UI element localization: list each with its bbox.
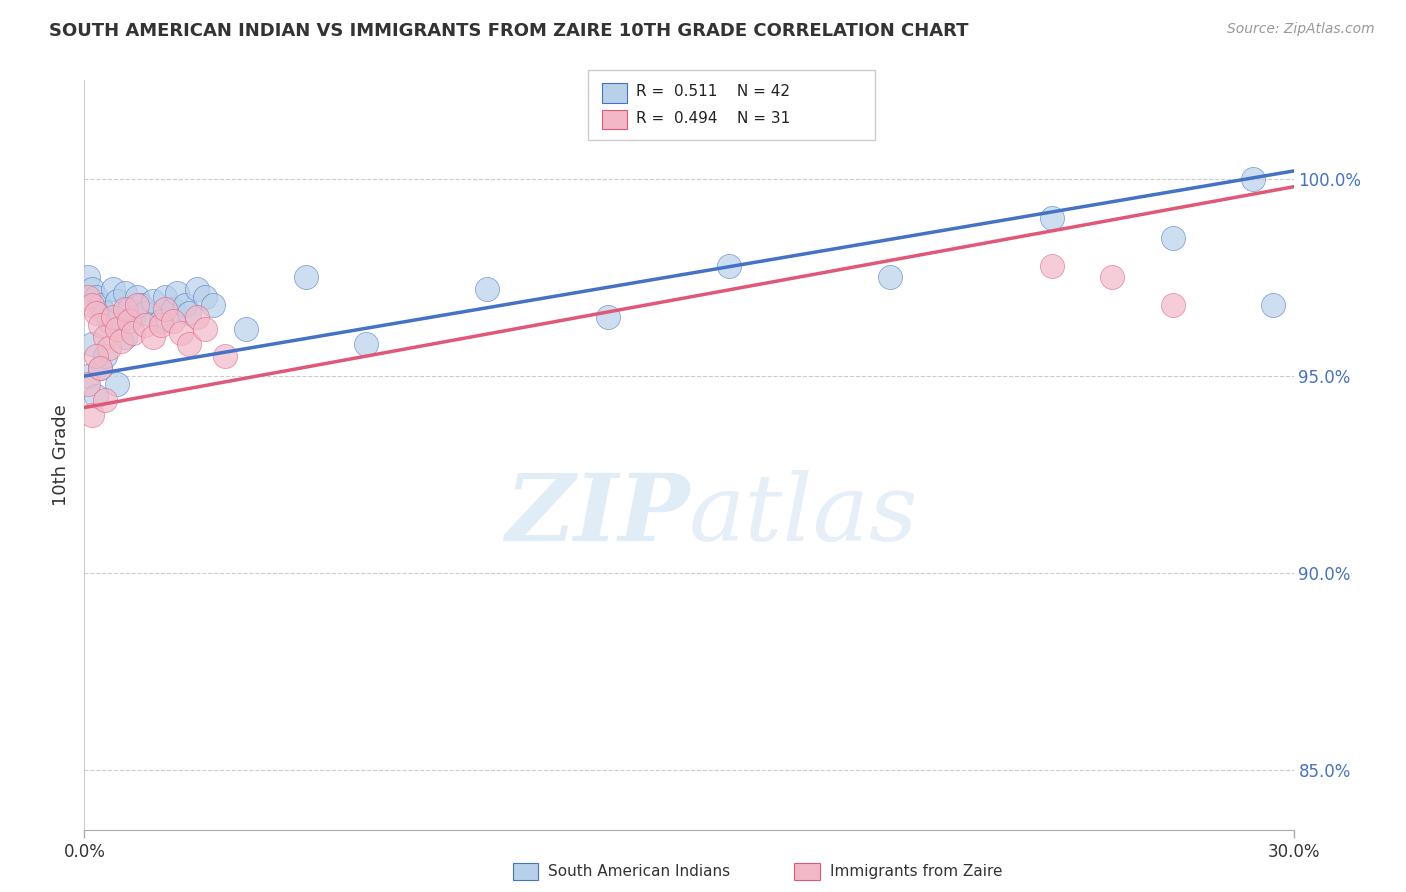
Point: [105, 376, 128, 391]
Text: South American Indians: South American Indians: [548, 864, 731, 879]
Point: [125, 298, 148, 312]
Point: [235, 322, 257, 336]
Point: [125, 290, 148, 304]
Text: atlas: atlas: [689, 470, 918, 560]
Point: [179, 306, 201, 320]
Point: [110, 334, 132, 348]
Text: SOUTH AMERICAN INDIAN VS IMMIGRANTS FROM ZAIRE 10TH GRADE CORRELATION CHART: SOUTH AMERICAN INDIAN VS IMMIGRANTS FROM…: [49, 22, 969, 40]
Point: [77, 369, 100, 384]
Point: [93, 306, 115, 320]
Point: [879, 270, 901, 285]
Point: [170, 326, 193, 340]
Point: [86, 306, 108, 320]
Point: [77, 270, 100, 285]
Point: [114, 301, 136, 316]
Point: [82, 409, 104, 423]
Point: [82, 282, 104, 296]
Point: [1263, 298, 1285, 312]
Point: [1161, 298, 1184, 312]
Point: [598, 310, 620, 324]
Point: [121, 326, 143, 340]
Point: [214, 349, 236, 363]
Point: [295, 270, 318, 285]
Point: [105, 322, 128, 336]
Point: [89, 318, 111, 332]
Point: [1040, 211, 1063, 226]
Point: [82, 337, 104, 351]
Point: [153, 290, 176, 304]
Point: [1241, 172, 1264, 186]
Point: [194, 322, 217, 336]
Point: [101, 310, 124, 324]
Point: [1101, 270, 1123, 285]
Point: [186, 310, 208, 324]
Point: [77, 376, 100, 391]
Point: [134, 306, 156, 320]
Point: [356, 337, 378, 351]
Text: Source: ZipAtlas.com: Source: ZipAtlas.com: [1227, 22, 1375, 37]
Point: [93, 392, 115, 407]
Y-axis label: 10th Grade: 10th Grade: [52, 404, 70, 506]
Point: [118, 314, 141, 328]
Point: [93, 349, 115, 363]
Point: [121, 310, 143, 324]
Point: [105, 294, 128, 309]
Point: [129, 298, 152, 312]
Point: [718, 259, 741, 273]
Point: [149, 318, 172, 332]
Point: [86, 389, 108, 403]
Point: [174, 298, 197, 312]
Point: [142, 294, 165, 309]
Point: [97, 314, 120, 328]
Point: [134, 318, 156, 332]
Point: [93, 329, 115, 343]
Point: [162, 314, 184, 328]
Point: [89, 361, 111, 376]
Point: [89, 361, 111, 376]
Point: [114, 329, 136, 343]
Point: [1040, 259, 1063, 273]
Point: [86, 349, 108, 363]
Point: [97, 342, 120, 356]
Point: [162, 301, 184, 316]
Point: [149, 314, 172, 328]
Point: [118, 301, 141, 316]
Point: [1161, 231, 1184, 245]
Point: [142, 329, 165, 343]
Point: [202, 298, 225, 312]
Point: [101, 282, 124, 296]
Point: [89, 298, 111, 312]
Point: [186, 282, 208, 296]
Text: Immigrants from Zaire: Immigrants from Zaire: [830, 864, 1002, 879]
Point: [179, 337, 201, 351]
Text: R =  0.494    N = 31: R = 0.494 N = 31: [636, 112, 790, 126]
Point: [86, 290, 108, 304]
Point: [114, 286, 136, 301]
Point: [477, 282, 499, 296]
Point: [153, 301, 176, 316]
Point: [194, 290, 217, 304]
Point: [166, 286, 188, 301]
Point: [77, 290, 100, 304]
Text: ZIP: ZIP: [505, 470, 689, 560]
Text: R =  0.511    N = 42: R = 0.511 N = 42: [636, 85, 790, 99]
Point: [82, 298, 104, 312]
